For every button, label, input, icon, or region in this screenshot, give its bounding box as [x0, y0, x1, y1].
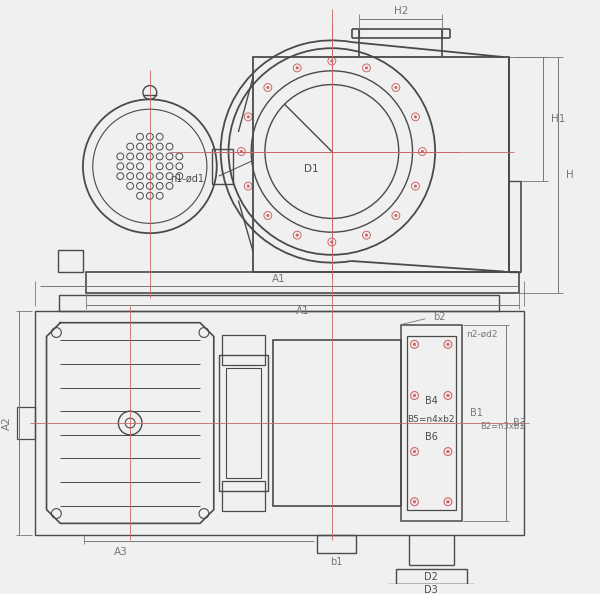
Text: D3: D3 [424, 585, 438, 594]
Text: H: H [566, 170, 574, 180]
Bar [407, 336, 456, 510]
Circle shape [413, 501, 416, 503]
Text: B2=n3xb1: B2=n3xb1 [481, 422, 525, 431]
Circle shape [446, 450, 449, 453]
Circle shape [414, 185, 416, 187]
Circle shape [296, 67, 298, 69]
Text: n1-ød1: n1-ød1 [170, 174, 204, 184]
Circle shape [247, 185, 250, 187]
Bar [86, 271, 519, 293]
Text: B1: B1 [470, 408, 482, 418]
Text: H2: H2 [394, 6, 408, 16]
Bar [59, 295, 499, 311]
Circle shape [446, 343, 449, 346]
Circle shape [413, 394, 416, 397]
Circle shape [331, 60, 333, 62]
Text: A1: A1 [295, 306, 309, 316]
Bar [35, 311, 524, 535]
Circle shape [365, 234, 368, 236]
Circle shape [247, 116, 250, 118]
Bar [253, 57, 509, 271]
Circle shape [395, 86, 397, 89]
Bar [221, 481, 265, 511]
Bar [58, 250, 83, 271]
Text: B5=n4xb2: B5=n4xb2 [407, 415, 455, 424]
Text: b2: b2 [433, 312, 446, 322]
Circle shape [331, 241, 333, 243]
Text: B3: B3 [513, 418, 526, 428]
Circle shape [266, 86, 269, 89]
Text: B6: B6 [425, 432, 437, 442]
Text: D1: D1 [304, 164, 319, 174]
Bar [396, 568, 467, 584]
Bar [219, 355, 268, 491]
Bar [226, 368, 261, 478]
Circle shape [421, 150, 424, 153]
Text: A1: A1 [272, 274, 286, 285]
Circle shape [413, 450, 416, 453]
Circle shape [446, 394, 449, 397]
Circle shape [413, 343, 416, 346]
Bar [17, 407, 35, 439]
Circle shape [266, 214, 269, 217]
Bar [401, 325, 462, 522]
Circle shape [414, 116, 416, 118]
Circle shape [296, 234, 298, 236]
Bar [273, 340, 401, 505]
Circle shape [240, 150, 242, 153]
Bar [317, 535, 356, 553]
Text: b1: b1 [331, 557, 343, 567]
Text: n2-ød2: n2-ød2 [467, 330, 498, 339]
Text: H1: H1 [551, 114, 566, 124]
Circle shape [365, 67, 368, 69]
Bar [221, 336, 265, 365]
Text: A3: A3 [113, 547, 127, 557]
Text: B4: B4 [425, 396, 437, 406]
Text: D2: D2 [424, 571, 438, 582]
Bar [388, 584, 475, 594]
Text: A2: A2 [2, 416, 12, 430]
Circle shape [395, 214, 397, 217]
Circle shape [446, 501, 449, 503]
Bar [212, 148, 233, 184]
